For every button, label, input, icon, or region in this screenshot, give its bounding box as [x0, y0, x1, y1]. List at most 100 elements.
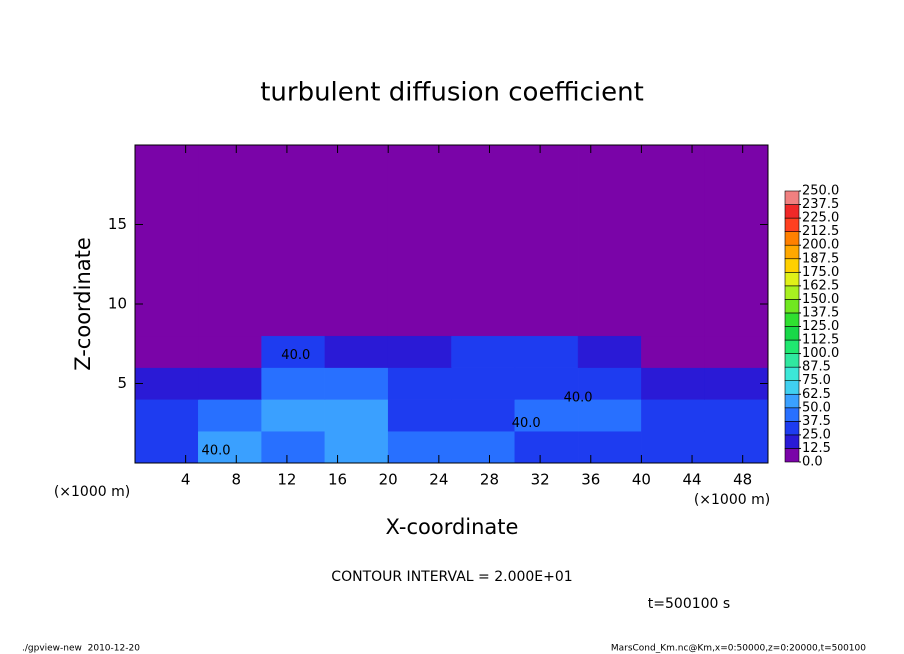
colorbar-label: 62.5 [802, 387, 831, 402]
heat-cell [641, 335, 705, 368]
contour-label: 40.0 [564, 390, 593, 405]
heat-cell [198, 335, 262, 368]
heat-cell [261, 144, 326, 337]
y-unit-label: (×1000 m) [54, 484, 130, 500]
colorbar-swatch [784, 204, 800, 219]
colorbar-swatch [784, 244, 800, 260]
y-axis-label: Z-coordinate [71, 237, 95, 371]
heat-cell [387, 335, 452, 368]
heat-cell [514, 335, 579, 368]
x-tick-label: 20 [379, 471, 398, 489]
colorbar-label: 137.5 [802, 305, 839, 320]
x-tick-label: 48 [733, 471, 752, 489]
heat-cell [198, 430, 262, 464]
heat-cell [134, 335, 199, 368]
heat-cell [704, 367, 769, 400]
x-tick-label: 40 [632, 471, 651, 489]
colorbar-swatch [784, 393, 800, 409]
colorbar-swatch [784, 217, 800, 232]
colorbar-swatch [784, 339, 800, 354]
heat-cell [514, 144, 579, 337]
x-unit-label: (×1000 m) [694, 492, 770, 508]
heat-cell [451, 367, 516, 400]
heat-cell [261, 367, 326, 400]
colorbar-swatch [784, 434, 800, 449]
heat-cell [704, 144, 769, 337]
colorbar-label: 150.0 [802, 292, 839, 307]
heat-cell [324, 367, 389, 400]
heat-cell [704, 430, 769, 464]
x-tick-label: 8 [232, 471, 242, 489]
heat-cell [324, 399, 389, 432]
x-axis-label: X-coordinate [386, 515, 519, 539]
colorbar-swatch [784, 380, 800, 395]
contour-label: 40.0 [512, 416, 541, 431]
colorbar-label: 75.0 [802, 373, 831, 388]
x-tick-label: 16 [328, 471, 347, 489]
colorbar-swatch [784, 353, 800, 368]
colorbar-label: 37.5 [802, 414, 831, 429]
y-tick-label: 5 [117, 374, 127, 392]
colorbar-label: 250.0 [802, 184, 839, 199]
colorbar-label: 112.5 [802, 333, 839, 348]
heat-cell [704, 399, 769, 432]
colorbar-swatch [784, 299, 800, 314]
x-tick-label: 32 [531, 471, 550, 489]
heat-cell [387, 399, 452, 432]
y-tick-label: 10 [108, 295, 127, 313]
heat-cell [198, 399, 262, 432]
colorbar-label: 87.5 [802, 360, 831, 375]
colorbar-label: 25.0 [802, 427, 831, 442]
heat-cell [387, 144, 452, 337]
colorbar-swatch [784, 231, 800, 246]
heat-cell [261, 430, 326, 464]
colorbar-swatch [784, 448, 800, 463]
x-tick-label: 4 [181, 471, 191, 489]
heat-cell [324, 335, 389, 368]
x-tick-label: 28 [480, 471, 499, 489]
colorbar-swatch [784, 190, 800, 205]
heat-cell [641, 144, 705, 337]
colorbar-label: 225.0 [802, 211, 839, 226]
footer-left: ./gpview-new 2010-12-20 [22, 644, 140, 654]
footer-right: MarsCond_Km.nc@Km,x=0:50000,z=0:20000,t=… [611, 644, 866, 654]
heat-cell [324, 144, 389, 337]
heat-cell [387, 430, 452, 464]
heat-cell [577, 430, 642, 464]
x-tick-label: 24 [429, 471, 448, 489]
colorbar-label: 12.5 [802, 441, 831, 456]
heat-cell [134, 367, 199, 400]
colorbar-label: 237.5 [802, 197, 839, 212]
heat-cell [514, 399, 579, 432]
colorbar-swatch [784, 326, 800, 341]
heat-cell [577, 367, 642, 400]
time-label: t=500100 s [648, 596, 730, 612]
colorbar-label: 212.5 [802, 224, 839, 239]
heat-cell [134, 430, 199, 464]
heat-cell [577, 335, 642, 368]
colorbar-label: 50.0 [802, 400, 831, 415]
heat-cell [577, 144, 642, 337]
colorbar-label: 100.0 [802, 346, 839, 361]
colorbar-swatch [784, 258, 800, 273]
y-tick-label: 15 [108, 215, 127, 233]
heat-cell [324, 430, 389, 464]
heat-cell [641, 367, 705, 400]
heat-cell [514, 430, 579, 464]
x-tick-label: 36 [581, 471, 600, 489]
colorbar-swatch [784, 407, 800, 422]
colorbar-label: 175.0 [802, 265, 839, 280]
colorbar-swatch [784, 312, 800, 327]
colorbar-label: 187.5 [802, 251, 839, 266]
colorbar-swatch [784, 285, 800, 300]
contour-interval: CONTOUR INTERVAL = 2.000E+01 [331, 569, 572, 585]
colorbar-label: 125.0 [802, 319, 839, 334]
heat-cell [704, 335, 769, 368]
heat-cell [641, 430, 705, 464]
contour-label: 40.0 [202, 444, 231, 459]
heat-cell [514, 367, 579, 400]
colorbar-label: 162.5 [802, 278, 839, 293]
heat-cell [261, 335, 326, 368]
heat-cell [198, 144, 262, 337]
